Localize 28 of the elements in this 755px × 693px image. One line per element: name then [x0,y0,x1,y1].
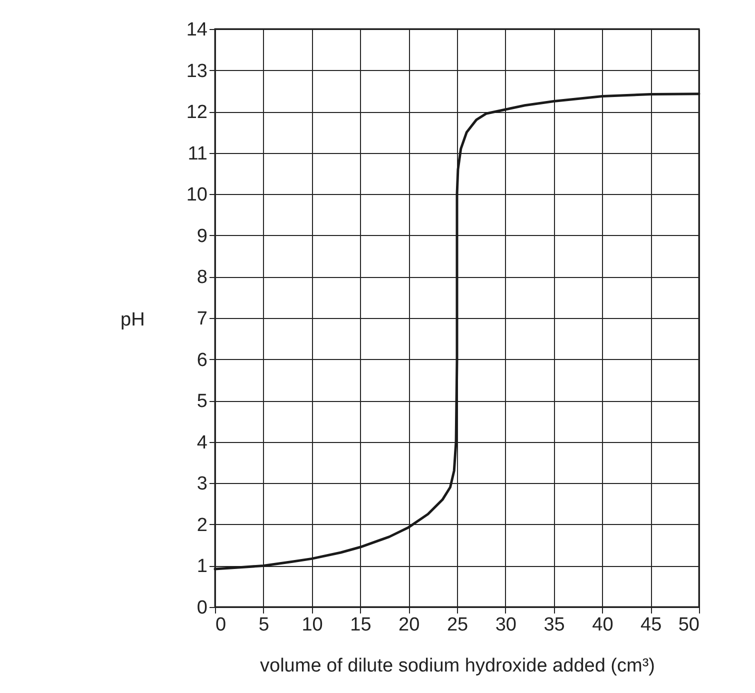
y-tick-label: 4 [196,432,208,454]
x-tick-label: 5 [258,614,270,636]
x-tick-label: 50 [678,614,700,636]
x-tick-label: 20 [398,614,420,636]
y-tick-label: 8 [196,267,208,288]
y-tick-label: 2 [196,514,208,536]
x-tick-label: 30 [495,614,516,636]
x-tick-label: 25 [446,614,468,636]
y-axis-title: pH [120,310,145,330]
x-tick-label: 10 [302,614,323,636]
y-tick-label: 12 [186,102,208,124]
y-tick-label: 11 [188,143,208,164]
y-tick-label: 13 [186,60,208,82]
y-tick-label: 1 [196,556,208,578]
y-tick-label: 10 [186,184,208,206]
x-tick-label: 0 [216,614,226,636]
x-tick-label: 15 [350,614,372,636]
y-tick-label: 7 [196,308,208,330]
x-tick-label: 40 [592,614,614,636]
y-tick-label: 14 [186,20,208,40]
y-tick-label: 3 [196,474,208,495]
x-axis-title: volume of dilute sodium hydroxide added (cm³) [260,656,655,676]
y-tick-label: 0 [196,598,208,618]
y-tick-label: 5 [196,391,208,412]
x-tick-label: 35 [544,614,565,636]
x-tick-label: 45 [640,614,662,636]
y-tick-label: 9 [196,226,208,247]
y-tick-label: 6 [196,350,208,371]
